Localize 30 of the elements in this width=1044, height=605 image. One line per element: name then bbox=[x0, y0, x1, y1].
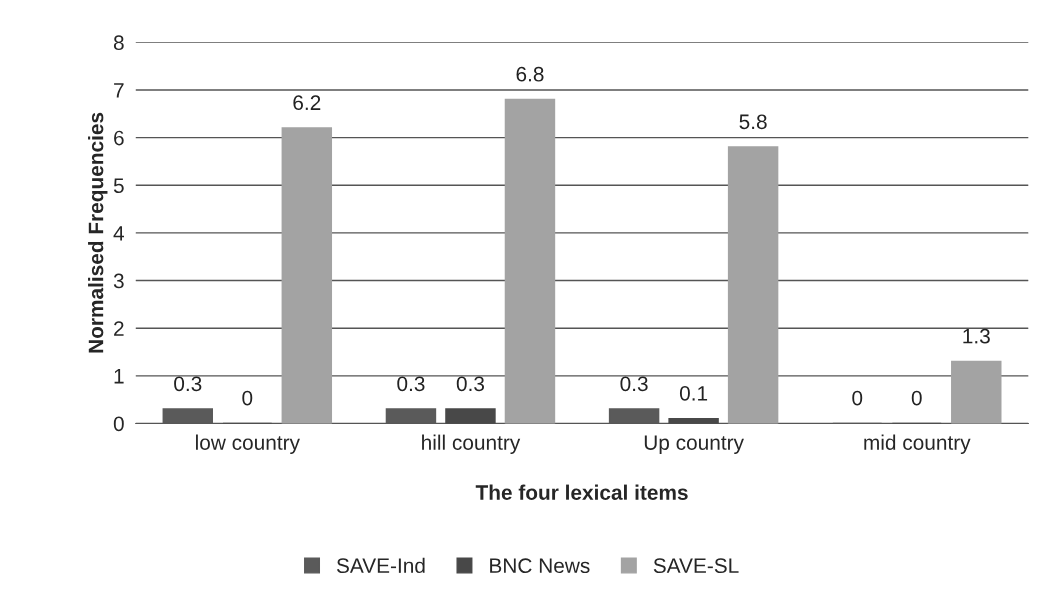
x-tick-label: hill country bbox=[422, 434, 521, 455]
data-label: 0.3 bbox=[397, 376, 425, 392]
data-label: 6.8 bbox=[516, 66, 544, 82]
data-label: 1.3 bbox=[963, 328, 990, 344]
x-axis-title: The four lexical items bbox=[475, 484, 688, 500]
y-tick-label: 1 bbox=[114, 369, 124, 384]
data-label: 0 bbox=[911, 390, 922, 406]
data-label: 0 bbox=[852, 390, 863, 406]
y-tick-label: 6 bbox=[114, 130, 124, 146]
legend-label: SAVE-Ind bbox=[336, 557, 425, 574]
y-tick-label: 2 bbox=[114, 321, 124, 336]
y-tick-label: 4 bbox=[113, 226, 124, 241]
x-tick-label: low country bbox=[196, 434, 300, 455]
data-label: 0.3 bbox=[174, 376, 202, 392]
data-label: 0 bbox=[242, 390, 253, 406]
legend-label: BNC News bbox=[490, 558, 590, 574]
data-label: 0.3 bbox=[620, 376, 648, 392]
y-tick-label: 3 bbox=[113, 273, 124, 289]
y-tick-label: 5 bbox=[113, 178, 124, 194]
y-tick-label: 8 bbox=[113, 35, 124, 51]
data-label: 5.8 bbox=[739, 114, 767, 130]
data-label: 0.1 bbox=[679, 385, 708, 401]
x-tick-label: mid country bbox=[864, 434, 971, 455]
y-axis-title: Normalised Frequencies bbox=[88, 112, 108, 353]
y-tick-label: 7 bbox=[114, 83, 124, 98]
x-tick-label: Up country bbox=[644, 435, 744, 455]
data-label: 0.3 bbox=[456, 376, 485, 392]
y-tick-label: 0 bbox=[113, 416, 124, 432]
legend-label: SAVE-SL bbox=[653, 558, 739, 574]
data-label: 6.2 bbox=[293, 95, 321, 111]
